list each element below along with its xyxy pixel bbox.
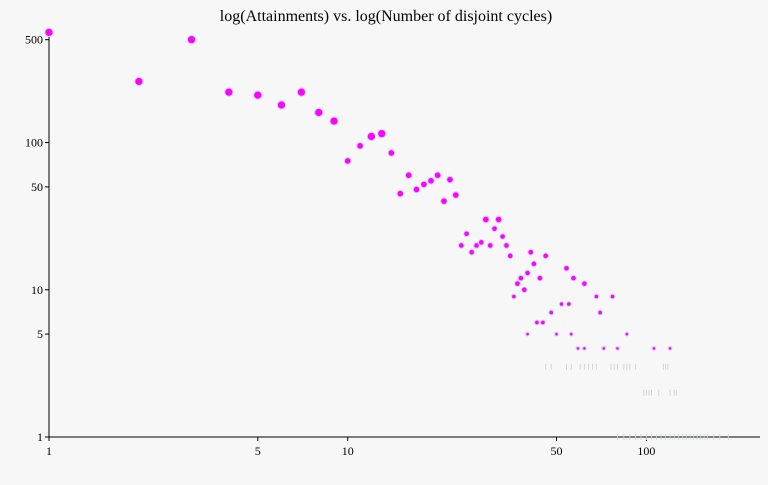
points-layer (44, 27, 673, 351)
data-point (528, 249, 534, 255)
data-point (474, 243, 479, 248)
data-point (610, 294, 615, 299)
data-point (441, 198, 447, 204)
data-point (531, 261, 537, 267)
data-point (515, 281, 520, 286)
data-point (518, 275, 524, 281)
y-tick-label: 100 (25, 136, 43, 150)
data-point (187, 36, 196, 44)
data-point (225, 88, 233, 96)
data-point (344, 158, 351, 164)
data-point (598, 310, 602, 315)
data-point (367, 132, 375, 141)
data-point (535, 320, 539, 325)
data-point (652, 347, 656, 350)
chart-title: log(Attainments) vs. log(Number of disjo… (220, 8, 552, 25)
faint-points-layer (545, 363, 729, 440)
x-tick-label: 1 (46, 444, 52, 458)
data-point (478, 240, 484, 245)
y-tick-label: 50 (31, 180, 43, 194)
data-point (512, 294, 516, 299)
data-point (378, 130, 386, 138)
data-point (487, 243, 493, 248)
data-point (413, 186, 420, 193)
data-point (495, 216, 502, 223)
data-point (567, 302, 571, 306)
axes: 1 5 10 50 100 1 5 10 50 100 500 (25, 28, 760, 458)
data-point (469, 249, 474, 255)
y-tick-label: 500 (25, 33, 43, 47)
data-point (594, 294, 599, 299)
data-point (421, 181, 427, 188)
x-tick-label: 50 (551, 444, 563, 458)
x-tick-label: 100 (637, 444, 655, 458)
data-point (569, 332, 573, 336)
data-point (504, 243, 509, 248)
data-point (500, 234, 505, 239)
data-point (330, 117, 338, 125)
data-point (297, 88, 306, 96)
data-point (583, 347, 586, 350)
data-point (483, 216, 489, 223)
data-point (315, 108, 323, 117)
data-point (549, 310, 554, 315)
data-point (541, 320, 545, 325)
data-point (45, 28, 53, 37)
y-tick-label: 1 (37, 430, 43, 444)
data-point (576, 347, 580, 350)
y-tick-label: 5 (37, 327, 43, 341)
data-point (447, 176, 453, 183)
data-point (555, 332, 558, 336)
data-point (405, 172, 412, 179)
data-point (397, 190, 404, 197)
data-point (521, 287, 527, 293)
data-point (582, 281, 587, 286)
data-point (616, 347, 619, 350)
data-point (526, 332, 529, 336)
x-tick-label: 10 (342, 444, 354, 458)
data-point (492, 226, 497, 231)
data-point (464, 231, 469, 237)
data-point (428, 177, 434, 184)
data-point (537, 275, 543, 281)
x-tick-label: 5 (255, 444, 261, 458)
data-point (357, 143, 363, 149)
data-point (434, 172, 441, 179)
data-point (458, 243, 464, 248)
y-tick-label: 10 (31, 283, 43, 297)
data-point (507, 253, 513, 259)
data-point (277, 101, 286, 109)
data-point (559, 302, 564, 306)
data-point (564, 265, 569, 271)
data-point (625, 332, 629, 336)
data-point (543, 253, 548, 259)
data-point (668, 347, 672, 350)
data-point (254, 91, 262, 99)
data-point (135, 77, 143, 86)
data-point (452, 192, 459, 198)
data-point (525, 270, 530, 276)
data-point (571, 275, 576, 281)
data-point (388, 150, 395, 156)
data-point (602, 347, 606, 350)
